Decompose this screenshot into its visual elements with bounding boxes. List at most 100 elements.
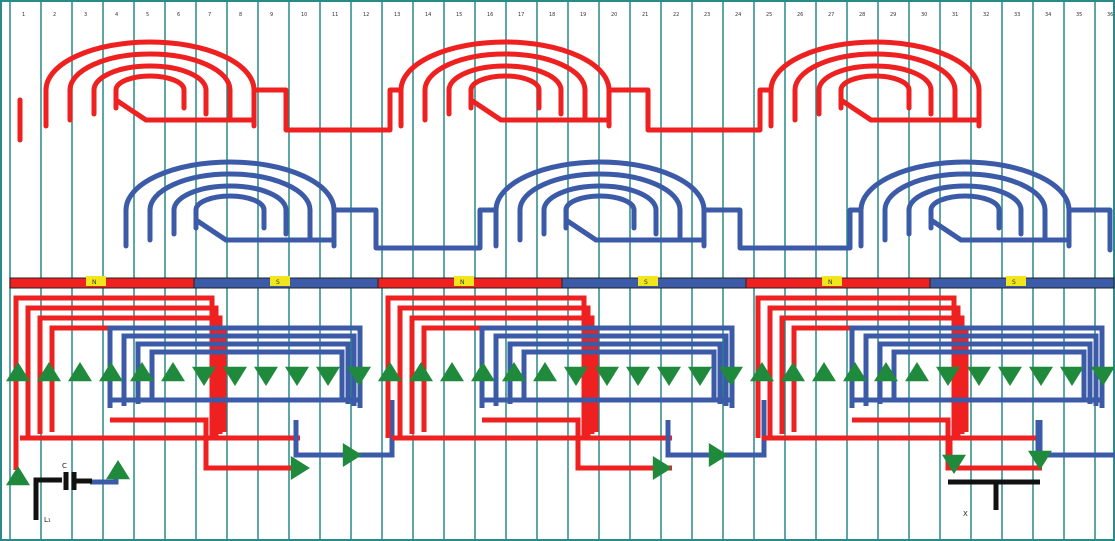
slot-number: 32 bbox=[983, 12, 989, 18]
slot-number: 30 bbox=[921, 12, 927, 18]
left-terminal bbox=[33, 472, 92, 520]
slot-number: 1 bbox=[22, 12, 25, 18]
coil-turn bbox=[493, 159, 707, 213]
slot-number: 5 bbox=[146, 12, 149, 18]
coil-turn bbox=[563, 193, 637, 213]
coil-inner-lead bbox=[838, 97, 982, 123]
coil-turn bbox=[67, 51, 233, 93]
slot-number: 21 bbox=[642, 12, 648, 18]
current-arrow bbox=[564, 366, 588, 386]
coil-turn bbox=[422, 51, 588, 93]
current-arrow bbox=[1060, 366, 1084, 386]
current-arrow bbox=[409, 362, 433, 382]
coil-turn bbox=[858, 159, 1072, 213]
lead-arrow bbox=[290, 456, 310, 480]
current-arrow bbox=[68, 362, 92, 382]
coil-turn bbox=[193, 193, 267, 213]
current-arrow bbox=[223, 366, 247, 386]
coil-turn bbox=[468, 73, 542, 93]
pole-label-box bbox=[86, 276, 106, 286]
phase-a-coil-group bbox=[768, 39, 982, 129]
left-terminal-wire bbox=[33, 477, 62, 520]
slot-number-labels: 1 2 3 4 5 6 7 8 9 10 11 12 13 14 15 16 17 18 19 20 21 22 23 24 2… bbox=[22, 12, 1113, 18]
slot-number: 18 bbox=[549, 12, 555, 18]
coil-turn bbox=[882, 171, 1048, 213]
coil-turn bbox=[838, 73, 912, 93]
current-arrow bbox=[471, 362, 495, 382]
left-terminal-label: L₁ bbox=[44, 516, 51, 524]
coil-turn bbox=[171, 183, 289, 213]
slot-number: 12 bbox=[363, 12, 369, 18]
current-arrow bbox=[533, 362, 557, 382]
terminals: C L₁ X bbox=[33, 462, 1040, 524]
slot-number: 26 bbox=[797, 12, 803, 18]
coil-inner-lead bbox=[193, 217, 337, 243]
slot-number: 14 bbox=[425, 12, 431, 18]
slot-number: 19 bbox=[580, 12, 586, 18]
phase-a-coil-group bbox=[398, 39, 612, 129]
slot-number: 13 bbox=[394, 12, 400, 18]
terminal-arrow bbox=[942, 454, 966, 474]
lap-coil bbox=[521, 349, 717, 402]
terminal-arrow bbox=[1028, 450, 1052, 470]
slot-number: 9 bbox=[270, 12, 273, 18]
current-arrow bbox=[347, 366, 371, 386]
current-arrow bbox=[378, 362, 402, 382]
slot-number: 34 bbox=[1045, 12, 1051, 18]
coil-turn bbox=[398, 39, 612, 93]
coil-inner-lead bbox=[113, 97, 257, 123]
coil-turn bbox=[541, 183, 659, 213]
slot-number: 36 bbox=[1107, 12, 1113, 18]
current-arrows bbox=[6, 362, 1115, 486]
coil-turn bbox=[123, 159, 337, 213]
current-arrow bbox=[626, 366, 650, 386]
lap-coil-lead bbox=[482, 417, 672, 471]
coil-inner-lead bbox=[928, 217, 1072, 243]
coil-inner-lead bbox=[563, 217, 707, 243]
phase-a-coil-group bbox=[43, 39, 257, 129]
phase-a-top-coils bbox=[17, 39, 982, 143]
current-arrow bbox=[6, 362, 30, 382]
coil-turn bbox=[768, 39, 982, 93]
coil-turn bbox=[113, 73, 187, 93]
phase-b-top-coils bbox=[123, 159, 1113, 253]
lead-arrow bbox=[342, 443, 362, 467]
coil-turn bbox=[147, 171, 313, 213]
pole-label: N bbox=[828, 279, 833, 286]
current-arrow bbox=[874, 362, 898, 382]
coil-turn bbox=[816, 63, 934, 93]
current-arrow bbox=[1091, 366, 1115, 386]
slot-number: 25 bbox=[766, 12, 772, 18]
phase-b-connector bbox=[331, 207, 499, 251]
slot-number: 23 bbox=[704, 12, 710, 18]
current-arrow bbox=[595, 366, 619, 386]
current-arrow bbox=[192, 366, 216, 386]
lap-coil-lead bbox=[110, 417, 300, 471]
current-arrow bbox=[688, 366, 712, 386]
pole-label: S bbox=[644, 279, 648, 286]
slot-number: 33 bbox=[1014, 12, 1020, 18]
lead-arrow bbox=[652, 456, 672, 480]
terminal-arrow bbox=[6, 466, 30, 486]
slot-number: 29 bbox=[890, 12, 896, 18]
slot-number: 35 bbox=[1076, 12, 1082, 18]
lap-coil bbox=[25, 305, 219, 436]
phase-b-connector bbox=[701, 207, 864, 251]
current-arrow bbox=[905, 362, 929, 382]
lap-coil bbox=[409, 315, 595, 434]
lap-coil bbox=[767, 305, 961, 436]
coil-turn bbox=[906, 183, 1024, 213]
pole-label: N bbox=[460, 279, 465, 286]
slot-number: 7 bbox=[208, 12, 211, 18]
current-arrow bbox=[37, 362, 61, 382]
coil-inner-lead bbox=[468, 97, 612, 123]
phase-b-lead bbox=[1066, 207, 1113, 253]
coil-turn bbox=[43, 39, 257, 93]
capacitor-label: C bbox=[62, 462, 67, 470]
slot-number: 27 bbox=[828, 12, 834, 18]
phase-b-coil-group bbox=[493, 159, 707, 249]
terminal-arrow bbox=[106, 460, 130, 480]
phase-a-connector bbox=[251, 87, 404, 133]
phase-b-coil-group bbox=[123, 159, 337, 249]
